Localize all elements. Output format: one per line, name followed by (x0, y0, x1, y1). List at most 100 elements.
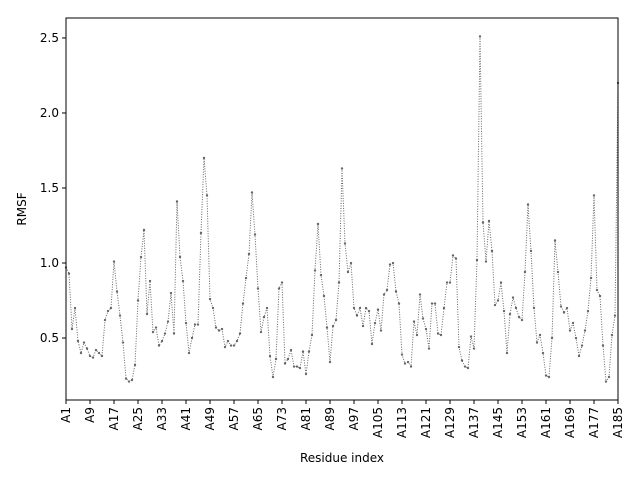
data-point (553, 239, 557, 242)
data-point (319, 273, 323, 277)
data-point (337, 281, 341, 284)
data-point (487, 219, 491, 223)
data-point (379, 329, 383, 332)
data-point (601, 344, 605, 347)
data-point (364, 306, 368, 310)
data-point (304, 372, 308, 376)
data-point (256, 287, 260, 290)
data-point (274, 357, 278, 361)
data-point (148, 279, 152, 283)
x-tick-label: A89 (323, 407, 337, 430)
data-point (220, 327, 224, 331)
data-point (502, 309, 506, 313)
x-tick-label: A33 (155, 407, 169, 430)
data-point (277, 287, 281, 290)
x-tick-label: A41 (179, 407, 193, 430)
data-point (283, 362, 287, 365)
data-point (598, 294, 602, 298)
data-point (205, 194, 209, 197)
data-point (550, 336, 554, 340)
data-point (433, 302, 437, 305)
x-tick-label: A113 (395, 407, 409, 438)
data-point (118, 314, 122, 317)
data-point (520, 318, 524, 322)
data-point (73, 306, 77, 310)
data-point (409, 365, 413, 368)
data-point (280, 281, 284, 284)
data-point (232, 344, 236, 347)
data-point (67, 272, 71, 275)
data-point (193, 323, 197, 326)
data-point (535, 341, 539, 344)
data-point (298, 366, 302, 370)
data-point (334, 318, 338, 322)
data-point (508, 312, 512, 316)
data-point (583, 329, 587, 332)
data-point (247, 252, 251, 256)
data-point (574, 336, 578, 340)
x-tick-label: A81 (299, 407, 313, 430)
data-point (229, 344, 233, 347)
data-point (100, 354, 104, 358)
data-point (208, 297, 212, 301)
x-tick-label: A17 (107, 407, 121, 430)
data-point (382, 293, 386, 296)
data-point (412, 320, 416, 323)
data-point (217, 329, 221, 332)
data-point (238, 332, 242, 335)
data-point (457, 345, 461, 349)
data-point (529, 249, 533, 253)
data-point (115, 290, 119, 293)
data-point (544, 374, 548, 377)
data-point (253, 233, 257, 236)
data-point (538, 333, 542, 337)
data-point (184, 321, 188, 325)
data-point (454, 257, 458, 260)
data-point (292, 365, 296, 368)
x-tick-label: A153 (515, 407, 529, 438)
x-tick-label: A25 (131, 407, 145, 430)
x-tick-label: A161 (539, 407, 553, 438)
data-point (586, 309, 590, 313)
x-tick-label: A105 (371, 407, 385, 438)
data-line (65, 36, 619, 384)
data-point (349, 261, 353, 265)
data-point (82, 341, 86, 344)
x-tick-label: A57 (227, 407, 241, 430)
data-point (142, 228, 146, 232)
data-point (445, 281, 449, 284)
data-point (124, 377, 128, 380)
data-point (505, 351, 509, 355)
data-point (199, 231, 203, 235)
data-point (466, 366, 470, 370)
x-tick-label: A177 (587, 407, 601, 438)
data-point (355, 314, 359, 317)
data-point (331, 324, 335, 328)
data-point (286, 357, 290, 361)
data-point (607, 375, 611, 379)
data-point (88, 354, 92, 358)
data-point (196, 323, 200, 326)
data-point (295, 365, 299, 368)
data-point (400, 353, 404, 356)
data-point (523, 270, 527, 274)
y-tick-label: 1.5 (40, 181, 59, 195)
data-point (109, 306, 113, 310)
data-point (325, 326, 329, 329)
data-point (187, 351, 191, 355)
data-point (76, 339, 80, 343)
data-point (262, 315, 266, 319)
data-point (394, 290, 398, 293)
data-point (595, 288, 599, 292)
data-point (211, 306, 215, 310)
y-tick-label: 2.0 (40, 106, 59, 120)
data-point (175, 200, 179, 203)
data-point (421, 317, 425, 320)
data-point (166, 320, 170, 323)
data-point (130, 378, 134, 382)
data-point (463, 365, 467, 368)
data-point (310, 333, 314, 337)
data-point (592, 194, 596, 197)
x-tick-label: A169 (563, 407, 577, 438)
data-point (376, 308, 380, 311)
